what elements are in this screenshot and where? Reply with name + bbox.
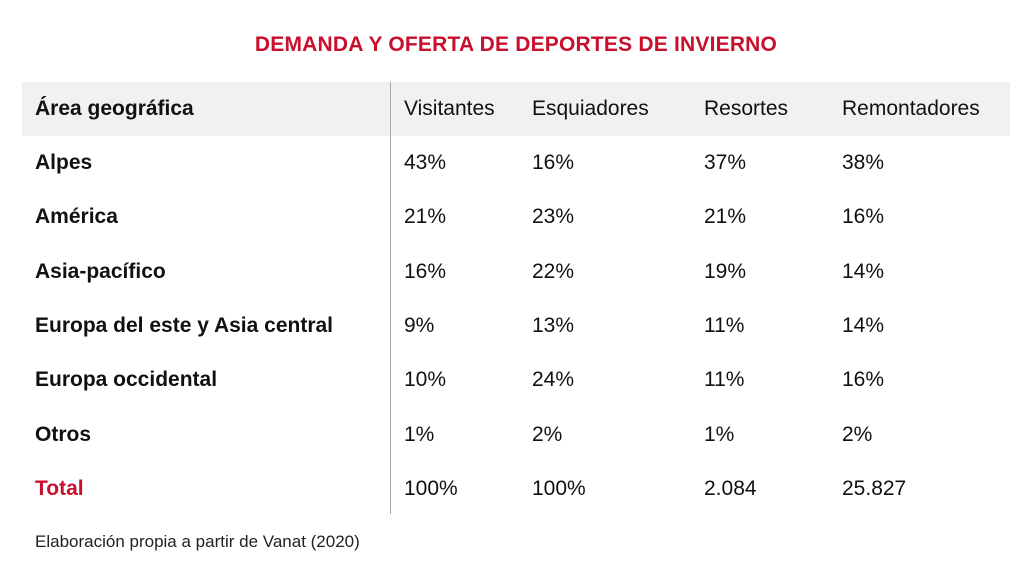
- data-cell: 43%: [404, 151, 447, 174]
- data-cell: 21%: [704, 205, 747, 229]
- data-cell: 14%: [842, 313, 885, 337]
- data-cell: 25.827: [842, 476, 907, 500]
- table-title: DEMANDA Y OFERTA DE DEPORTES DE INVIERNO: [254, 33, 778, 56]
- row-label: Europa del este y Asia central: [35, 313, 334, 337]
- row-label: América: [35, 205, 118, 229]
- data-cell: 100%: [532, 476, 586, 500]
- data-cell: 16%: [532, 151, 575, 174]
- data-cell: 16%: [842, 205, 885, 229]
- data-cell: 19%: [704, 259, 747, 283]
- data-cell: 38%: [842, 151, 885, 174]
- data-cell: 21%: [404, 205, 447, 229]
- data-cell: 1%: [404, 422, 435, 446]
- header-cell: Esquiadores: [532, 97, 649, 120]
- header-cell: Visitantes: [404, 97, 495, 120]
- row-label: Otros: [35, 422, 92, 446]
- header-background: [22, 82, 1010, 136]
- data-cell: 100%: [404, 476, 458, 500]
- data-cell: 22%: [532, 259, 575, 283]
- data-cell: 11%: [704, 313, 745, 337]
- header-cell: Resortes: [704, 97, 789, 120]
- row-label: Europa occidental: [35, 368, 218, 392]
- data-cell: 9%: [404, 313, 435, 337]
- row-label: Alpes: [35, 151, 93, 174]
- row-label: Total: [35, 476, 84, 500]
- row-label: Asia-pacífico: [35, 259, 166, 283]
- data-cell: 2.084: [704, 476, 757, 500]
- data-cell: 13%: [532, 313, 575, 337]
- data-cell: 10%: [404, 368, 447, 392]
- header-cell: Remontadores: [842, 97, 980, 120]
- header-cell: Área geográfica: [35, 97, 194, 120]
- data-cell: 1%: [704, 422, 735, 446]
- data-cell: 14%: [842, 259, 885, 283]
- data-cell: 16%: [404, 259, 447, 283]
- data-cell: 23%: [532, 205, 575, 229]
- data-cell: 37%: [704, 151, 747, 174]
- column-divider: [390, 82, 391, 514]
- data-cell: 11%: [704, 368, 745, 392]
- data-cell: 24%: [532, 368, 575, 392]
- source-note: Elaboración propia a partir de Vanat (20…: [35, 532, 360, 551]
- data-cell: 16%: [842, 368, 885, 392]
- data-cell: 2%: [532, 422, 563, 446]
- data-cell: 2%: [842, 422, 873, 446]
